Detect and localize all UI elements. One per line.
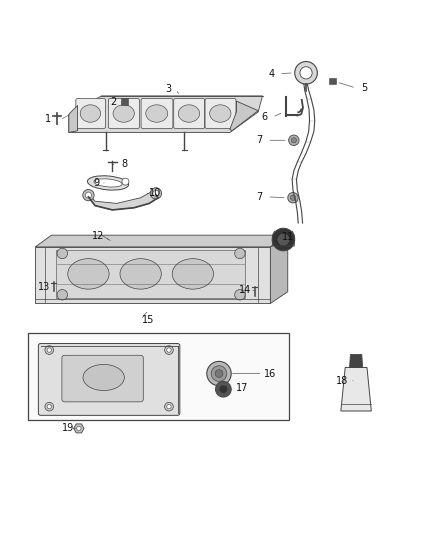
Text: 5: 5 bbox=[361, 83, 367, 93]
Circle shape bbox=[150, 188, 162, 199]
Polygon shape bbox=[270, 235, 288, 303]
Circle shape bbox=[57, 248, 67, 259]
Circle shape bbox=[211, 366, 227, 382]
Text: 7: 7 bbox=[256, 135, 263, 146]
FancyBboxPatch shape bbox=[62, 356, 143, 402]
Text: 16: 16 bbox=[264, 368, 276, 378]
Text: 9: 9 bbox=[93, 178, 99, 188]
Polygon shape bbox=[69, 96, 262, 133]
Circle shape bbox=[165, 346, 173, 354]
Circle shape bbox=[167, 405, 171, 409]
Ellipse shape bbox=[178, 105, 200, 122]
Polygon shape bbox=[74, 424, 84, 433]
Bar bbox=[121, 98, 128, 105]
FancyBboxPatch shape bbox=[39, 344, 180, 415]
Text: 8: 8 bbox=[121, 159, 127, 169]
Circle shape bbox=[215, 370, 223, 377]
Ellipse shape bbox=[83, 365, 124, 391]
Text: 13: 13 bbox=[38, 282, 50, 292]
Text: 3: 3 bbox=[165, 84, 171, 94]
Ellipse shape bbox=[80, 105, 101, 122]
Circle shape bbox=[207, 361, 231, 386]
Circle shape bbox=[272, 228, 295, 251]
Text: 19: 19 bbox=[62, 423, 74, 433]
FancyBboxPatch shape bbox=[76, 99, 106, 128]
Polygon shape bbox=[230, 101, 258, 131]
FancyBboxPatch shape bbox=[205, 99, 236, 128]
Circle shape bbox=[235, 289, 245, 300]
Text: 6: 6 bbox=[261, 112, 268, 122]
Text: 14: 14 bbox=[239, 286, 251, 295]
Text: 2: 2 bbox=[110, 98, 117, 108]
Circle shape bbox=[45, 346, 53, 354]
Text: 7: 7 bbox=[256, 192, 263, 202]
Polygon shape bbox=[69, 106, 78, 133]
Circle shape bbox=[122, 178, 129, 185]
Circle shape bbox=[291, 138, 297, 143]
FancyBboxPatch shape bbox=[109, 99, 139, 128]
Circle shape bbox=[288, 192, 298, 203]
Ellipse shape bbox=[172, 259, 214, 289]
Circle shape bbox=[300, 67, 312, 79]
Circle shape bbox=[85, 192, 92, 198]
Circle shape bbox=[153, 190, 159, 197]
Polygon shape bbox=[35, 247, 270, 303]
Bar bbox=[28, 333, 289, 419]
Polygon shape bbox=[341, 367, 371, 411]
Polygon shape bbox=[350, 354, 363, 367]
Circle shape bbox=[290, 195, 296, 200]
Text: 17: 17 bbox=[236, 383, 248, 393]
Polygon shape bbox=[56, 250, 245, 298]
Circle shape bbox=[57, 289, 67, 300]
Ellipse shape bbox=[113, 105, 134, 122]
Circle shape bbox=[277, 233, 290, 246]
Text: 11: 11 bbox=[282, 232, 294, 242]
Bar bbox=[329, 78, 336, 84]
Ellipse shape bbox=[210, 105, 231, 122]
Ellipse shape bbox=[94, 179, 122, 187]
Ellipse shape bbox=[146, 105, 168, 122]
Polygon shape bbox=[35, 235, 288, 247]
Text: 12: 12 bbox=[92, 231, 104, 241]
Circle shape bbox=[47, 405, 51, 409]
Ellipse shape bbox=[88, 176, 129, 190]
Circle shape bbox=[47, 348, 51, 352]
Text: 1: 1 bbox=[45, 115, 51, 124]
Text: 15: 15 bbox=[142, 314, 155, 325]
Circle shape bbox=[165, 402, 173, 411]
Circle shape bbox=[215, 382, 231, 397]
Circle shape bbox=[45, 402, 53, 411]
Text: 10: 10 bbox=[149, 188, 161, 198]
Circle shape bbox=[289, 135, 299, 146]
Circle shape bbox=[219, 385, 227, 393]
Circle shape bbox=[235, 248, 245, 259]
Ellipse shape bbox=[120, 259, 161, 289]
Polygon shape bbox=[88, 192, 158, 210]
FancyBboxPatch shape bbox=[174, 99, 205, 128]
FancyBboxPatch shape bbox=[141, 99, 173, 128]
Circle shape bbox=[83, 189, 94, 201]
Circle shape bbox=[167, 348, 171, 352]
Circle shape bbox=[77, 426, 81, 431]
Ellipse shape bbox=[68, 259, 109, 289]
Text: 18: 18 bbox=[336, 376, 348, 385]
Circle shape bbox=[295, 61, 318, 84]
Text: 4: 4 bbox=[268, 69, 274, 79]
